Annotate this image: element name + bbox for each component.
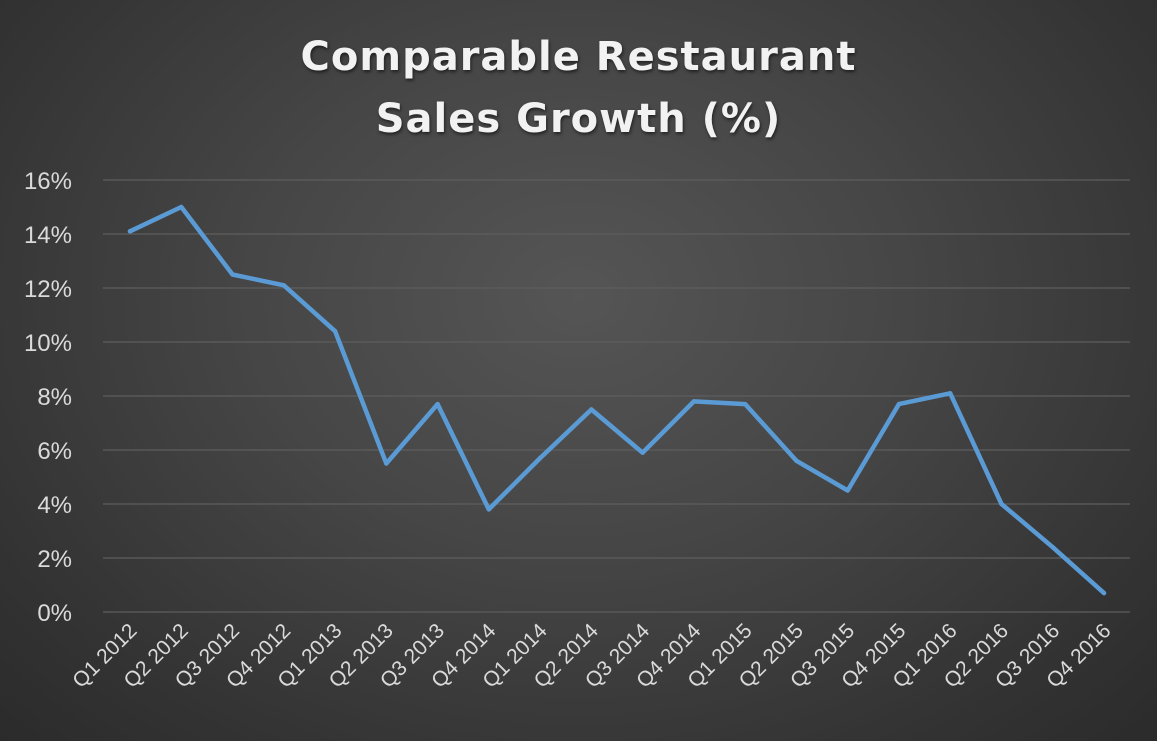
data-point	[948, 391, 953, 396]
series-line	[127, 204, 1107, 596]
data-point	[742, 401, 748, 407]
data-point	[537, 455, 543, 461]
gridlines	[103, 179, 1130, 613]
data-point	[1050, 545, 1055, 550]
data-point	[640, 450, 645, 455]
chart-title-line-2: Sales Growth (%)	[375, 96, 782, 142]
data-point	[179, 204, 184, 210]
y-tick-label: 12%	[24, 276, 72, 303]
data-point	[589, 407, 594, 412]
data-point	[127, 229, 133, 234]
data-point	[691, 399, 697, 404]
data-point	[435, 401, 440, 407]
y-axis-tick-labels: 0% 2% 4% 6% 8% 10% 12% 14% 16%	[24, 168, 72, 627]
y-tick-label: 6%	[37, 438, 72, 465]
data-point	[281, 283, 286, 288]
y-tick-label: 8%	[37, 384, 72, 411]
y-tick-label: 10%	[24, 330, 72, 357]
data-point	[999, 501, 1004, 507]
data-point	[384, 461, 389, 466]
data-point	[794, 458, 799, 463]
data-point	[845, 488, 850, 493]
series-layer	[127, 204, 1107, 596]
y-tick-label: 16%	[24, 168, 72, 195]
data-point	[1101, 590, 1107, 596]
data-point	[486, 507, 492, 512]
y-tick-label: 14%	[24, 222, 72, 249]
chart-title: Comparable Restaurant Sales Growth (%)	[0, 26, 1157, 150]
chart-title-line-1: Comparable Restaurant	[300, 34, 857, 80]
data-point	[332, 329, 338, 334]
y-tick-label: 0%	[37, 600, 72, 627]
data-point	[230, 272, 235, 277]
y-tick-label: 2%	[37, 546, 72, 573]
y-tick-label: 4%	[37, 492, 72, 519]
data-point	[896, 401, 902, 407]
